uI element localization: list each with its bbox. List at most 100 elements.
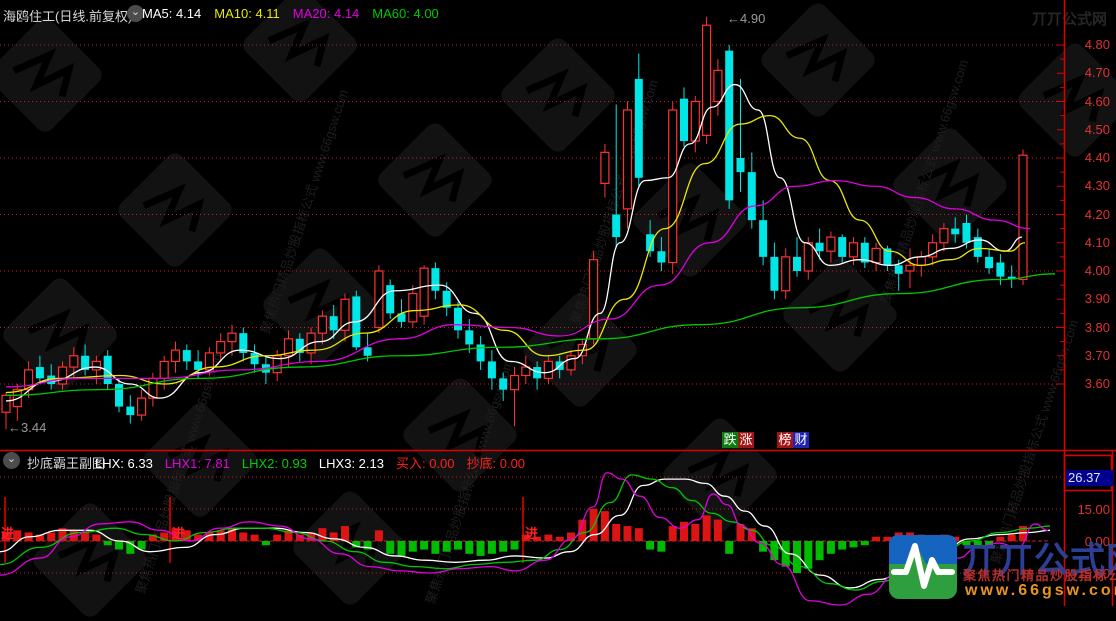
candle-down [476, 344, 485, 362]
hist-bar [239, 532, 248, 541]
candle-down [951, 228, 960, 235]
hist-bar [363, 541, 372, 550]
watermark-logo-icon [114, 149, 236, 271]
hist-bar [92, 534, 101, 541]
collapse-sub-icon[interactable]: ⌄ [3, 452, 20, 469]
price-axis-label: 3.60 [1084, 376, 1110, 391]
indicator-axis-label: 0.00 [1084, 534, 1110, 549]
indicator-histogram [2, 509, 1027, 573]
watermark-logo-icon [139, 399, 261, 521]
hist-bar [725, 541, 734, 554]
hist-bar [567, 532, 575, 541]
hist-bar [126, 541, 135, 554]
hist-bar [329, 532, 338, 541]
hist-bar [996, 536, 1005, 541]
watermark-logo-icon [0, 14, 106, 136]
axis-frame [0, 0, 1116, 606]
signal-vlines [4, 497, 524, 563]
hist-bar [284, 530, 293, 541]
candle-up [521, 366, 531, 377]
candle-down [838, 237, 847, 257]
buy-signal-label: 进 [525, 526, 539, 541]
collapse-main-icon[interactable]: ⌄ [127, 5, 144, 22]
candle-up [826, 236, 836, 252]
hist-bar [250, 534, 259, 541]
hist-bar [973, 541, 982, 546]
hist-bar [499, 541, 508, 552]
hist-bar [205, 532, 214, 541]
hist-bar [318, 528, 327, 541]
candle-up [227, 332, 237, 343]
candle-up [668, 109, 678, 264]
indicator-value: LHX: 6.33 [95, 456, 153, 471]
low-price-annotation: ←3.44 [8, 420, 47, 435]
hist-bar [273, 534, 282, 541]
candle-up [916, 256, 926, 266]
site-logo: 丌丌公式网 聚焦热门精品炒股指标公式 www.66gsw.com [888, 534, 1116, 606]
price-axis-label: 4.00 [1084, 263, 1110, 278]
hist-bar [341, 526, 349, 541]
hist-bar [261, 541, 270, 546]
candle-down [770, 256, 779, 291]
hist-bar [533, 536, 542, 541]
hist-bar [171, 528, 180, 541]
ma-value: MA20: 4.14 [292, 6, 360, 21]
watermark-logo-icon [374, 119, 496, 241]
hist-bar [295, 534, 304, 541]
quick-button-榜[interactable]: 榜 [777, 432, 793, 448]
hist-bar [194, 534, 203, 541]
hist-bar [352, 541, 361, 548]
candle-down [363, 347, 372, 356]
candle-down [103, 355, 112, 384]
candle-down [860, 242, 869, 263]
candle-up [419, 267, 429, 317]
watermark-logo-icon [239, 0, 361, 106]
price-axis-label: 4.10 [1084, 234, 1110, 250]
price-axis-label: 3.70 [1084, 347, 1110, 363]
candle-down [397, 313, 406, 322]
hist-bar [578, 519, 587, 541]
buy-signal-label: 进 [1, 526, 15, 541]
candle-down [973, 237, 982, 257]
hist-bar [736, 523, 745, 541]
quick-button-财[interactable]: 财 [793, 432, 809, 448]
indicator-axis-label: 15.00 [1077, 502, 1110, 517]
hist-bar [634, 528, 643, 541]
hist-bar [612, 523, 621, 541]
candle-up [905, 264, 915, 272]
quick-button-跌[interactable]: 跌 [722, 432, 738, 448]
hist-bar [442, 541, 451, 552]
logo-pulse-icon [889, 535, 957, 599]
chart-canvas [0, 0, 1116, 606]
candle-down [533, 367, 542, 379]
hist-bar [216, 530, 225, 541]
ma-values-row: MA5: 4.14 MA10: 4.11 MA20: 4.14 MA60: 4.00 [142, 6, 452, 21]
indicator-title: 抄底霸王副图 [27, 456, 106, 471]
hist-bar [838, 541, 847, 550]
price-axis-label: 4.50 [1084, 121, 1110, 137]
ma-value: MA10: 4.11 [214, 6, 280, 21]
quick-button-涨[interactable]: 涨 [738, 432, 754, 448]
hist-bar [81, 532, 90, 541]
candlesticks [1, 16, 1028, 430]
price-axis-label: 4.70 [1084, 65, 1110, 81]
candle-down [35, 367, 44, 379]
candle-down [725, 50, 734, 201]
hist-bar [182, 530, 191, 541]
candle-up [848, 242, 859, 258]
watermark-logo-icon [497, 34, 619, 156]
candle-down [454, 307, 462, 331]
candle-down [680, 98, 688, 142]
price-axis-label: 3.90 [1084, 291, 1110, 307]
high-price-annotation: ←4.90 [727, 11, 766, 26]
hist-bar [962, 541, 971, 546]
indicator-axis-label: -15.00 [1073, 565, 1110, 581]
candle-up [69, 355, 79, 368]
price-axis-label: 4.80 [1084, 37, 1110, 52]
candle-down [386, 285, 395, 314]
candle-down [759, 220, 768, 257]
hist-bar [386, 541, 395, 554]
candle-down [962, 222, 971, 243]
candle-down [194, 361, 203, 370]
hist-bar [160, 532, 169, 541]
